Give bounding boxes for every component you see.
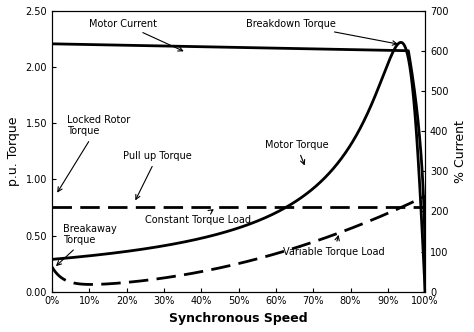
Text: Breakaway
Torque: Breakaway Torque — [57, 224, 117, 265]
Text: Breakdown Torque: Breakdown Torque — [246, 19, 397, 45]
Text: Constant Torque Load: Constant Torque Load — [145, 210, 251, 225]
Text: Pull up Torque: Pull up Torque — [123, 151, 191, 199]
Text: Motor Current: Motor Current — [89, 19, 182, 51]
Text: Locked Rotor
Torque: Locked Rotor Torque — [58, 115, 130, 192]
Text: Variable Torque Load: Variable Torque Load — [283, 236, 385, 257]
X-axis label: Synchronous Speed: Synchronous Speed — [169, 312, 308, 325]
Text: Motor Torque: Motor Torque — [264, 140, 328, 164]
Y-axis label: p.u. Torque: p.u. Torque — [7, 117, 20, 186]
Y-axis label: % Current: % Current — [454, 120, 467, 183]
